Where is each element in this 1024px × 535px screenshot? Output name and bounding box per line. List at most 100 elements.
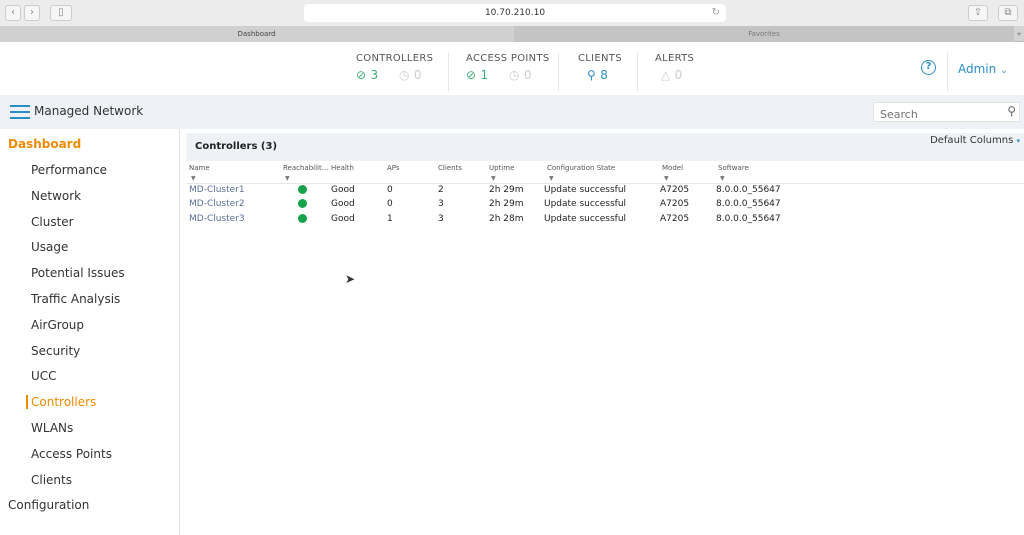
warning-icon: △ — [661, 68, 671, 82]
column-header-clients[interactable]: Clients — [438, 164, 462, 172]
filter-icon[interactable]: ▼ — [720, 175, 725, 182]
filter-icon[interactable]: ▼ — [285, 175, 290, 182]
stat-clients[interactable]: CLIENTS ⚲ 8 — [578, 53, 622, 82]
share-icon[interactable]: ⇪ — [968, 5, 988, 21]
sub-header: Managed Network ⚲ — [0, 95, 1024, 129]
reachability-status-icon — [298, 185, 307, 194]
cell-aps: 1 — [387, 213, 393, 224]
sidebar-item-usage[interactable]: Usage — [31, 240, 69, 255]
cell-uptime: 2h 29m — [489, 199, 524, 210]
alerts-count: 0 — [674, 68, 683, 82]
sidebar: Dashboard Performance Network Cluster Usage… — [0, 129, 180, 535]
user-icon: ⚲ — [587, 68, 597, 82]
cell-aps: 0 — [387, 199, 393, 210]
reachability-status-icon — [298, 199, 307, 209]
column-header-reachability[interactable]: Reachabilit... — [283, 164, 329, 172]
url-text: 10.70.210.10 — [484, 8, 546, 18]
divider — [558, 53, 559, 91]
sidebar-item-cluster[interactable]: Cluster — [31, 214, 74, 229]
header: CONTROLLERS ⊘ 3 ◷ 0 ACCESS POINTS ⊘ 1 ◷ 0 … — [0, 43, 1024, 95]
column-header-uptime[interactable]: Uptime — [489, 164, 515, 172]
user-name: Admin — [958, 62, 997, 76]
aps-up: 1 — [480, 68, 489, 82]
sidebar-section-dashboard[interactable]: Dashboard — [8, 137, 82, 151]
browser-toolbar: ‹ › ▯ 10.70.210.10 ↻ ⇪ ⧉ — [0, 0, 1024, 26]
sidebar-item-performance[interactable]: Performance — [31, 163, 108, 177]
stat-label: CONTROLLERS — [356, 53, 434, 64]
tab-favorites[interactable]: Favorites — [514, 26, 1014, 42]
default-columns-menu[interactable]: Default Columns ▾ — [930, 135, 1020, 146]
filter-icon[interactable]: ▼ — [491, 175, 496, 182]
divider — [637, 53, 638, 91]
new-tab-button[interactable]: + — [1016, 30, 1022, 38]
divider — [448, 53, 449, 91]
search-input[interactable] — [874, 105, 994, 124]
back-button[interactable]: ‹ — [5, 5, 21, 21]
cell-clients: 3 — [438, 213, 444, 224]
controller-name-link[interactable]: MD-Cluster1 — [189, 185, 245, 195]
filter-icon[interactable]: ▼ — [191, 175, 196, 182]
forward-button[interactable]: › — [24, 5, 40, 21]
column-header-software[interactable]: Software — [718, 164, 749, 172]
filter-icon[interactable]: ▼ — [664, 175, 669, 182]
address-bar[interactable]: 10.70.210.10 ↻ — [304, 4, 726, 22]
sidebar-item-potential-issues[interactable]: Potential Issues — [31, 266, 125, 281]
browser-tabs: Dashboard Favorites + — [0, 26, 1024, 42]
column-header-name[interactable]: Name — [189, 164, 210, 172]
check-icon: ⊘ — [466, 68, 477, 82]
controllers-panel: Controllers (3) Default Columns ▾ Name ▼ R… — [186, 133, 1024, 535]
column-header-model[interactable]: Model — [662, 164, 684, 172]
cell-health: Good — [331, 185, 355, 195]
cell-uptime: 2h 29m — [489, 185, 524, 195]
sidebar-toggle-icon[interactable]: ▯ — [50, 5, 72, 21]
cell-software: 8.0.0.0_55647 — [716, 199, 781, 210]
check-icon: ⊘ — [356, 68, 367, 82]
stat-label: ACCESS POINTS — [466, 53, 550, 64]
clients-count: 8 — [600, 68, 609, 82]
sidebar-item-access-points[interactable]: Access Points — [31, 446, 112, 461]
stat-alerts[interactable]: ALERTS △ 0 — [655, 53, 694, 82]
cell-health: Good — [331, 213, 355, 224]
cell-clients: 3 — [438, 199, 444, 210]
cell-clients: 2 — [438, 185, 444, 195]
tabs-icon[interactable]: ⧉ — [998, 5, 1018, 21]
table-row[interactable]: MD-Cluster1 Good 0 2 2h 29m Update successful… — [186, 184, 786, 198]
table-row[interactable]: MD-Cluster2 Good 0 3 2h 29m Update successful… — [186, 198, 786, 212]
sidebar-item-wlans[interactable]: WLANs — [31, 421, 74, 435]
clock-icon: ◷ — [509, 68, 520, 82]
column-header-aps[interactable]: APs — [387, 164, 400, 172]
cell-software: 8.0.0.0_55647 — [716, 185, 781, 195]
stat-access-points[interactable]: ACCESS POINTS ⊘ 1 ◷ 0 — [466, 53, 550, 82]
sidebar-item-configuration[interactable]: Configuration — [8, 498, 90, 512]
controller-name-link[interactable]: MD-Cluster2 — [189, 199, 245, 210]
sidebar-item-traffic-analysis[interactable]: Traffic Analysis — [31, 292, 121, 306]
sidebar-item-ucc[interactable]: UCC — [31, 369, 57, 384]
sidebar-item-airgroup[interactable]: AirGroup — [31, 317, 85, 332]
controllers-down: 0 — [413, 68, 422, 82]
tab-dashboard[interactable]: Dashboard — [0, 26, 513, 42]
sidebar-item-network[interactable]: Network — [31, 188, 82, 203]
stat-controllers[interactable]: CONTROLLERS ⊘ 3 ◷ 0 — [356, 53, 433, 82]
search-box[interactable]: ⚲ — [873, 102, 1020, 124]
page-title: Managed Network — [34, 104, 144, 118]
cell-config: Update successful — [544, 213, 627, 224]
column-header-health[interactable]: Health — [331, 164, 354, 172]
sidebar-item-security[interactable]: Security — [31, 343, 81, 358]
help-icon[interactable]: ? — [921, 60, 936, 75]
filter-icon[interactable]: ▼ — [549, 175, 554, 182]
caret-down-icon: ▾ — [1016, 137, 1020, 145]
reload-icon[interactable]: ↻ — [711, 7, 720, 18]
sidebar-item-clients[interactable]: Clients — [31, 472, 72, 487]
hamburger-menu-icon[interactable] — [10, 105, 30, 119]
search-icon[interactable]: ⚲ — [1007, 104, 1016, 118]
divider — [947, 53, 948, 91]
cell-uptime: 2h 28m — [489, 213, 524, 224]
aps-down: 0 — [523, 68, 532, 82]
admin-menu[interactable]: Admin ⌄ — [958, 62, 1008, 76]
table-row[interactable]: MD-Cluster3 Good 1 3 2h 28m Update successful… — [186, 213, 786, 227]
column-header-config[interactable]: Configuration State — [547, 164, 616, 172]
stat-label: ALERTS — [655, 53, 695, 64]
sidebar-item-controllers[interactable]: Controllers — [26, 395, 96, 410]
cell-config: Update successful — [544, 185, 627, 195]
controller-name-link[interactable]: MD-Cluster3 — [189, 213, 245, 224]
